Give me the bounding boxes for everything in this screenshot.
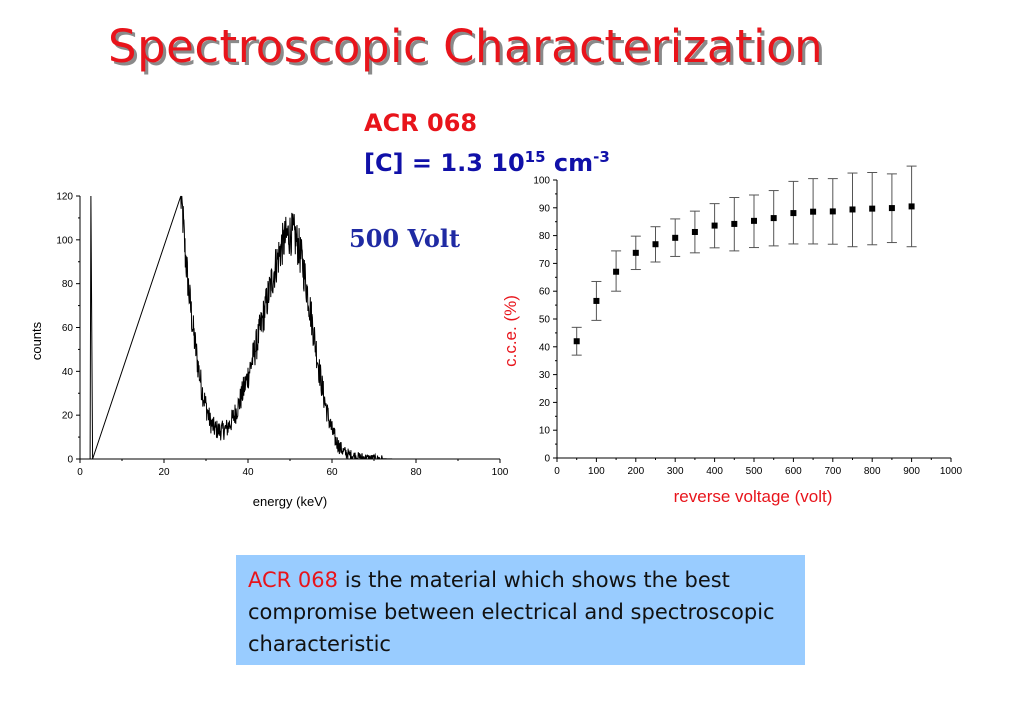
slide-title: Spectroscopic Characterization (108, 20, 824, 73)
spectrum-x-tick-label: 100 (492, 467, 509, 478)
spectrum-y-tick-label: 100 (56, 235, 73, 246)
concentration-unit: cm (553, 149, 594, 177)
spectrum-y-label: counts (29, 321, 44, 360)
cce-point (810, 208, 817, 215)
cce-point (593, 297, 600, 304)
sample-name: ACR 068 (364, 109, 478, 137)
cce-point (711, 222, 718, 229)
cce-y-tick-label: 60 (539, 287, 551, 298)
note-text: is the material which shows the best com… (248, 568, 775, 656)
cce-points (571, 165, 917, 356)
cce-point (869, 205, 876, 212)
cce-y-tick-label: 0 (544, 454, 550, 465)
spectrum-x-tick-label: 40 (242, 467, 254, 478)
cce-y-tick-label: 30 (539, 370, 551, 381)
cce-x-tick-label: 600 (785, 466, 802, 477)
cce-point (908, 203, 915, 210)
spectrum-y-tick-label: 20 (62, 411, 74, 422)
cce-point (751, 217, 757, 224)
spectrum-x-tick-label: 20 (158, 467, 170, 478)
spectrum-x-tick-label: 80 (410, 467, 422, 478)
cce-x-tick-label: 700 (824, 466, 841, 477)
cce-y-tick-label: 100 (533, 176, 550, 187)
cce-point (652, 241, 659, 248)
cce-y-tick-label: 20 (539, 398, 551, 409)
cce-point (691, 228, 698, 235)
cce-x-tick-label: 300 (667, 466, 684, 477)
spectrum-y-tick-label: 80 (62, 279, 74, 290)
cce-x-tick-label: 800 (864, 466, 881, 477)
cce-x-tick-label: 1000 (940, 466, 963, 477)
cce-y-ticks: 0 10 20 30 40 50 60 70 80 90 100 (533, 176, 557, 465)
spectrum-y-tick-label: 60 (62, 323, 74, 334)
spectrum-y-tick-label: 40 (62, 367, 74, 378)
cce-x-tick-label: 900 (903, 466, 920, 477)
cce-x-tick-label: 0 (554, 466, 560, 477)
concentration: [C] = 1.3 1015 cm-3 (364, 140, 610, 180)
cce-y-label: c.c.e. (%) (501, 295, 520, 367)
spectrum-x-ticks: 0 20 40 60 80 100 (77, 459, 509, 478)
cce-point (613, 268, 620, 275)
spectrum-y-ticks: 0 20 40 60 80 100 120 (56, 192, 80, 466)
note-highlight: ACR 068 (248, 568, 339, 592)
cce-point (632, 249, 639, 256)
spectrum-y-tick-label: 0 (67, 455, 73, 466)
cce-y-tick-label: 80 (539, 231, 551, 242)
cce-x-label: reverse voltage (volt) (674, 487, 833, 506)
cce-point (731, 220, 738, 227)
cce-point (849, 206, 856, 213)
spectrum-x-label: energy (keV) (253, 494, 327, 509)
cce-point (573, 338, 580, 345)
concentration-prefix: [C] = 1.3 10 (364, 149, 525, 177)
concentration-unit-exponent: -3 (593, 148, 610, 166)
cce-x-ticks: 0 100 200 300 400 500 600 700 800 900 1000 (554, 458, 963, 477)
cce-x-tick-label: 200 (627, 466, 644, 477)
spectrum-x-tick-label: 60 (326, 467, 338, 478)
cce-y-tick-label: 10 (539, 426, 551, 437)
cce-y-tick-label: 50 (539, 315, 551, 326)
cce-point (790, 210, 797, 217)
concentration-exponent: 15 (524, 148, 546, 166)
sample-info: ACR 068 [C] = 1.3 1015 cm-3 (364, 106, 610, 180)
cce-point (888, 205, 895, 212)
voltage-label: 500 Volt (349, 224, 461, 253)
cce-x-tick-label: 100 (588, 466, 605, 477)
spectrum-x-tick-label: 0 (77, 467, 83, 478)
cce-y-tick-label: 70 (539, 259, 551, 270)
cce-point (672, 234, 679, 241)
cce-x-tick-label: 400 (706, 466, 723, 477)
spectrum-y-tick-label: 120 (56, 192, 73, 203)
cce-y-tick-label: 90 (539, 203, 551, 214)
cce-y-tick-label: 40 (539, 342, 551, 353)
cce-point (770, 215, 777, 222)
cce-point (829, 208, 836, 215)
conclusion-note: ACR 068 is the material which shows the … (236, 555, 805, 665)
spectrum-line (80, 195, 500, 460)
cce-x-tick-label: 500 (746, 466, 763, 477)
